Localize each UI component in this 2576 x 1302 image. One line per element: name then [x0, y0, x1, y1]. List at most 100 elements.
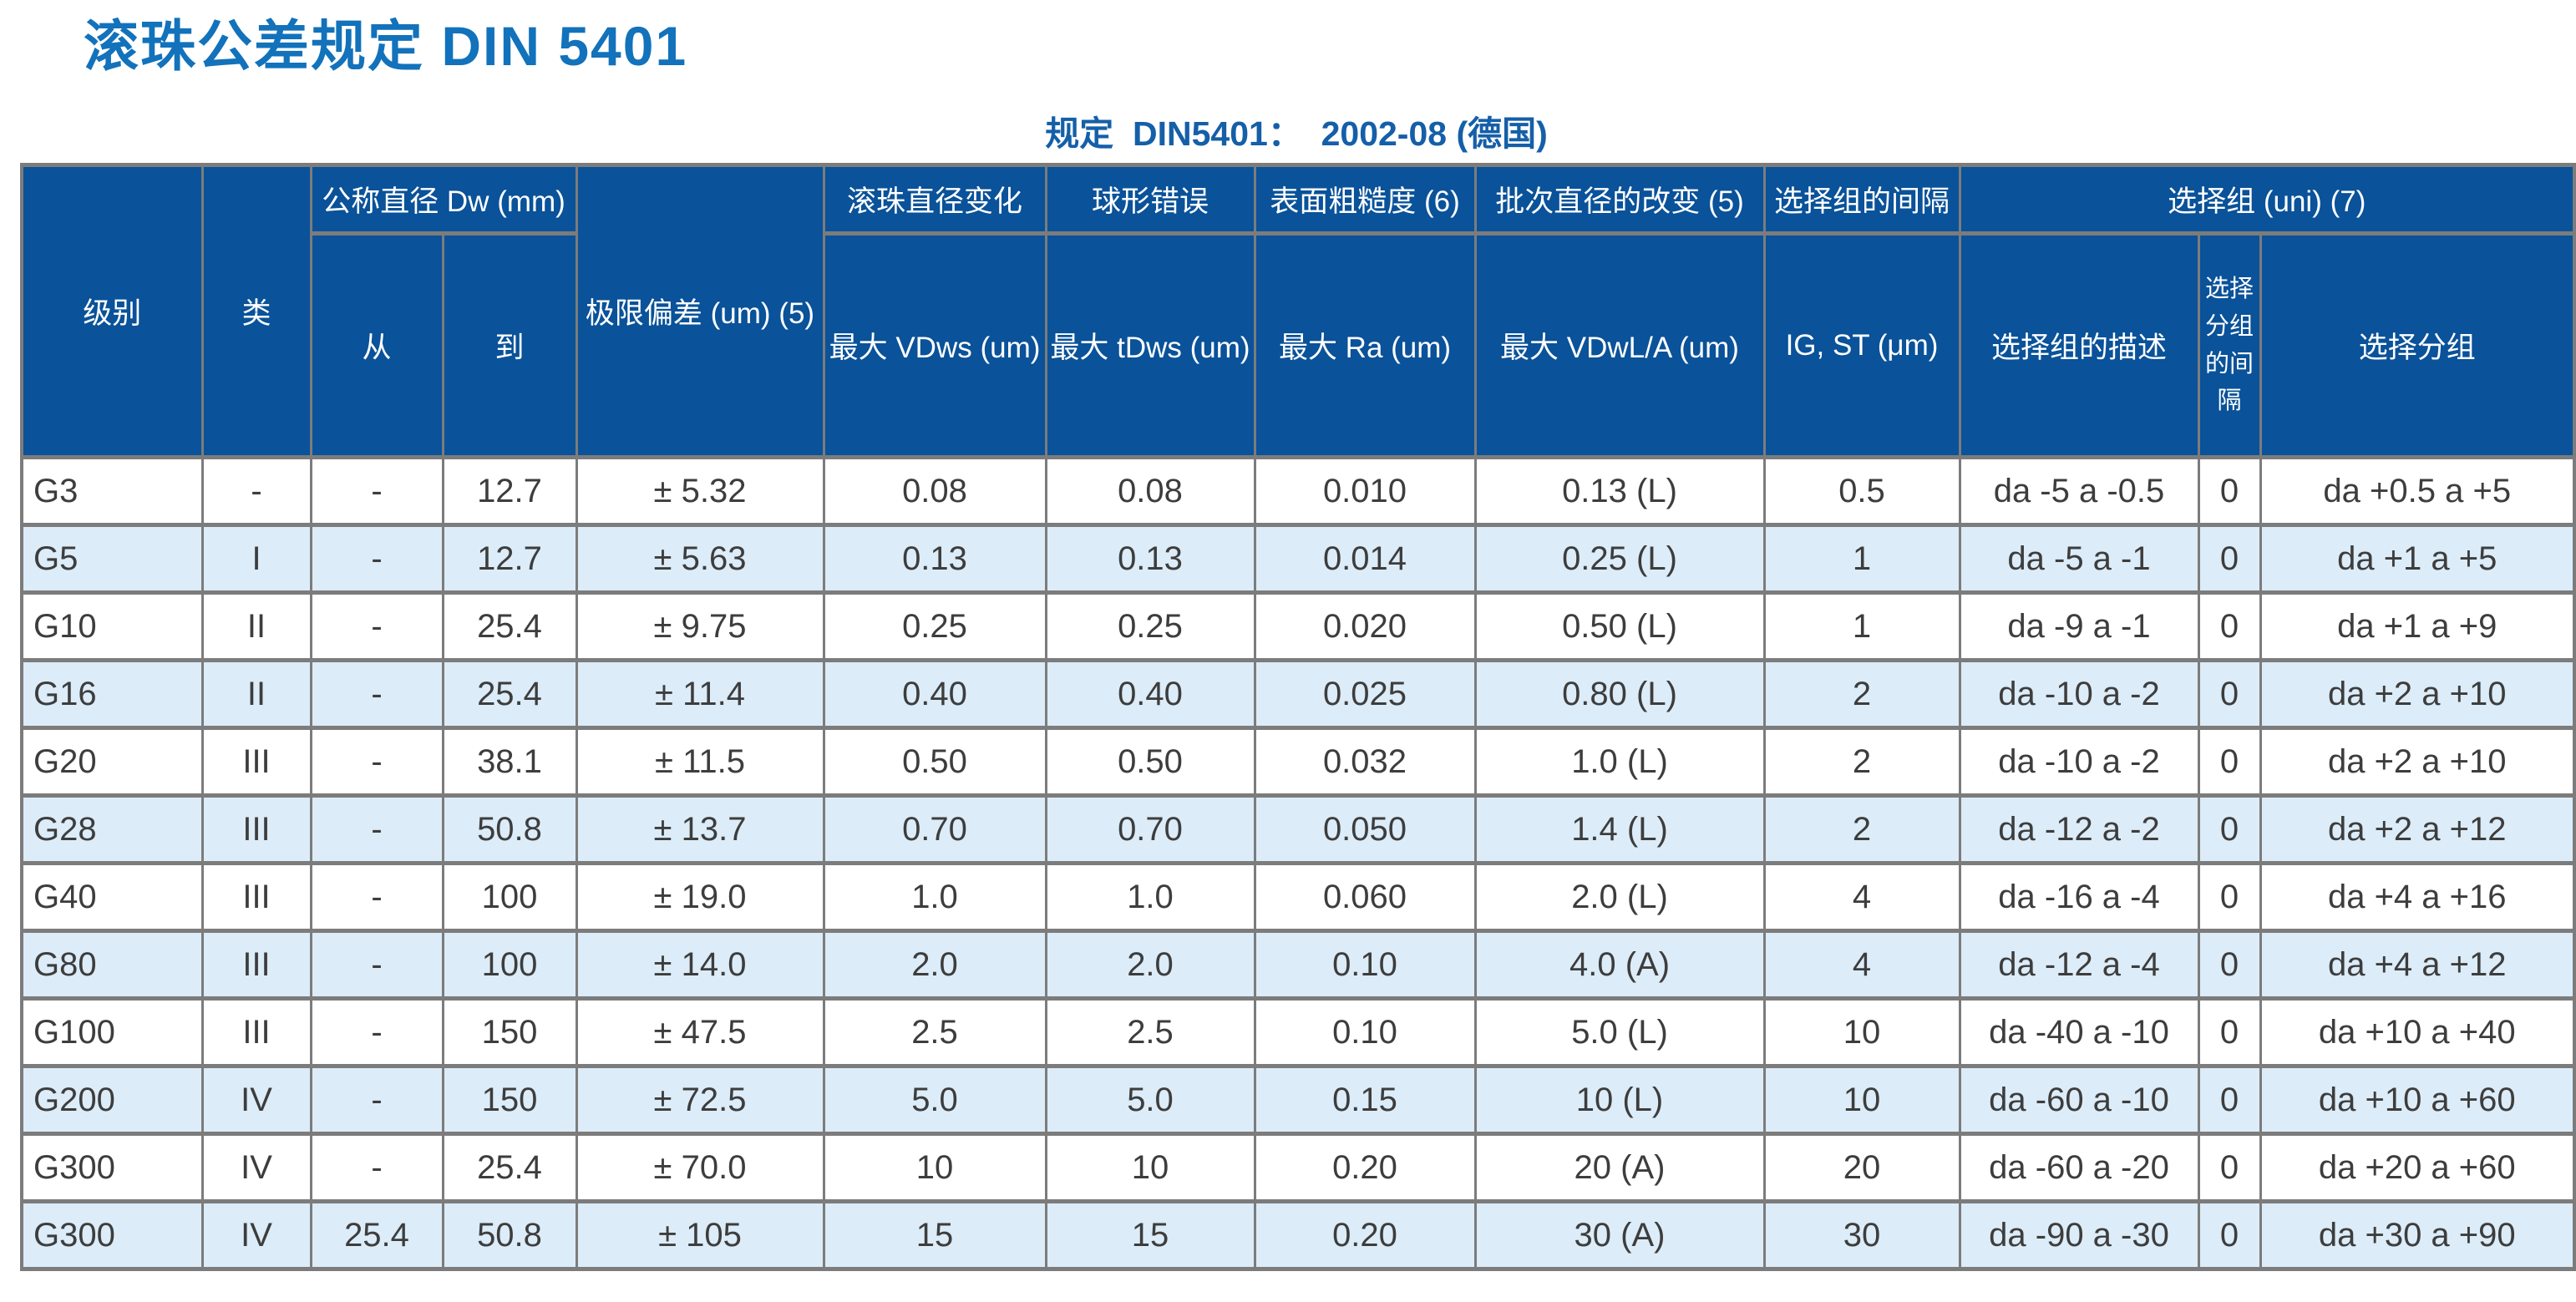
table-row: G28 III -50.8 ± 13.7 0.70 0.70 0.050 1.4 (L) 2 da… [20, 793, 2576, 865]
header-nominal-diameter-group: 公称直径 Dw (mm) [309, 163, 578, 236]
table-cell: 20 [1762, 1132, 1961, 1203]
table-cell: 0.25 [822, 590, 1047, 662]
table-cell: 0.032 [1253, 726, 1477, 798]
tolerance-table: 级别 类 公称直径 Dw (mm) 极限偏差 (um) (5) 滚珠直径变化 球… [20, 163, 2576, 1271]
header-ball-diameter-variation-group: 滚珠直径变化 [822, 163, 1047, 236]
table-cell: G3 [20, 455, 204, 527]
table-cell: 50.8 [441, 793, 578, 865]
table-cell: da +1 a +5 [2259, 523, 2576, 595]
table-cell: da -10 a -2 [1958, 658, 2200, 730]
table-cell: G300 [20, 1199, 204, 1271]
table-cell: - [309, 861, 444, 933]
table-cell: G5 [20, 523, 204, 595]
table-cell: 10 [822, 1132, 1047, 1203]
table-row: G40 III -100 ± 19.0 1.0 1.0 0.060 2.0 (L) 4 da -1… [20, 861, 2576, 933]
table-cell: 2.0 [1044, 929, 1256, 1001]
table-cell: 0.10 [1253, 996, 1477, 1068]
table-cell: 0.25 (L) [1473, 523, 1766, 595]
table-cell: 2 [1762, 658, 1961, 730]
table-cell: da -5 a -0.5 [1958, 455, 2200, 527]
header-class: 类 [200, 163, 312, 459]
table-cell: da -90 a -30 [1958, 1199, 2200, 1271]
table-cell: 10 (L) [1473, 1064, 1766, 1136]
table-cell: 0 [2197, 523, 2262, 595]
table-cell: 50.8 [441, 1199, 578, 1271]
table-cell: 0 [2197, 929, 2262, 1001]
table-cell: 100 [441, 861, 578, 933]
table-cell: - [309, 658, 444, 730]
table-cell: 1.0 (L) [1473, 726, 1766, 798]
table-cell: G16 [20, 658, 204, 730]
table-cell: G80 [20, 929, 204, 1001]
table-cell: 0.50 [822, 726, 1047, 798]
table-cell: da +30 a +90 [2259, 1199, 2576, 1271]
table-cell: G10 [20, 590, 204, 662]
table-cell: II [200, 590, 312, 662]
table-cell: 2.5 [822, 996, 1047, 1068]
header-max-vdws: 最大 VDws (um) [822, 231, 1047, 459]
table-cell: 25.4 [441, 658, 578, 730]
table-cell: 0.80 (L) [1473, 658, 1766, 730]
table-row: G100 III -150 ± 47.5 2.5 2.5 0.10 5.0 (L) 10 da -… [20, 996, 2576, 1068]
table-cell: 0.50 [1044, 726, 1256, 798]
table-cell: da -5 a -1 [1958, 523, 2200, 595]
table-cell: - [309, 523, 444, 595]
header-max-tdws: 最大 tDws (um) [1044, 231, 1256, 459]
table-cell: 0.014 [1253, 523, 1477, 595]
table-cell: ± 11.5 [575, 726, 825, 798]
table-cell: da -10 a -2 [1958, 726, 2200, 798]
table-cell: da +2 a +10 [2259, 726, 2576, 798]
table-cell: 0.13 [822, 523, 1047, 595]
table-cell: da +0.5 a +5 [2259, 455, 2576, 527]
table-cell: 5.0 [822, 1064, 1047, 1136]
table-cell: I [200, 523, 312, 595]
table-cell: 0.050 [1253, 793, 1477, 865]
table-cell: 4 [1762, 929, 1961, 1001]
table-cell: 2 [1762, 793, 1961, 865]
table-cell: ± 70.0 [575, 1132, 825, 1203]
table-cell: 1.4 (L) [1473, 793, 1766, 865]
table-cell: 0.70 [822, 793, 1047, 865]
table-row: G80 III -100 ± 14.0 2.0 2.0 0.10 4.0 (A) 4 da -12… [20, 929, 2576, 1001]
table-cell: 0.25 [1044, 590, 1256, 662]
header-max-vdwla: 最大 VDwL/A (um) [1473, 231, 1766, 459]
table-cell: 150 [441, 996, 578, 1068]
table-cell: 0.5 [1762, 455, 1961, 527]
table-cell: III [200, 793, 312, 865]
table-cell: da +2 a +12 [2259, 793, 2576, 865]
table-cell: 10 [1762, 996, 1961, 1068]
table-cell: ± 5.32 [575, 455, 825, 527]
table-row: G20 III -38.1 ± 11.5 0.50 0.50 0.032 1.0 (L) 2 da… [20, 726, 2576, 798]
table-cell: - [309, 996, 444, 1068]
table-cell: 0.20 [1253, 1199, 1477, 1271]
table-cell: 0 [2197, 726, 2262, 798]
table-cell: 0.08 [822, 455, 1047, 527]
table-cell: da +20 a +60 [2259, 1132, 2576, 1203]
table-cell: 2.0 [822, 929, 1047, 1001]
table-cell: IV [200, 1064, 312, 1136]
table-cell: 25.4 [441, 1132, 578, 1203]
table-cell: 15 [822, 1199, 1047, 1271]
table-row: G3- -12.7 ± 5.32 0.08 0.08 0.010 0.13 (L) 0.5 da… [20, 455, 2576, 527]
table-cell: 0 [2197, 658, 2262, 730]
table-cell: G100 [20, 996, 204, 1068]
table-cell: 25.4 [441, 590, 578, 662]
table-cell: 0 [2197, 455, 2262, 527]
table-cell: 38.1 [441, 726, 578, 798]
table-body: G3- -12.7 ± 5.32 0.08 0.08 0.010 0.13 (L) 0.5 da… [20, 455, 2576, 1271]
spec-subtitle: 规定 DIN5401： 2002-08 (德国) [1045, 114, 1548, 153]
header-max-ra: 最大 Ra (um) [1253, 231, 1477, 459]
table-cell: 0 [2197, 1199, 2262, 1271]
table-cell: 30 [1762, 1199, 1961, 1271]
table-cell: III [200, 929, 312, 1001]
table-row: G200 IV -150 ± 72.5 5.0 5.0 0.15 10 (L) 10 da -60… [20, 1064, 2576, 1136]
table-cell: 0.10 [1253, 929, 1477, 1001]
header-selection-group-group: 选择组 (uni) (7) [1958, 163, 2576, 236]
table-cell: 20 (A) [1473, 1132, 1766, 1203]
table-cell: - [309, 929, 444, 1001]
table-cell: ± 11.4 [575, 658, 825, 730]
table-cell: 5.0 [1044, 1064, 1256, 1136]
header-selection-subgroup: 选择分组 [2259, 231, 2576, 459]
table-cell: 0.70 [1044, 793, 1256, 865]
